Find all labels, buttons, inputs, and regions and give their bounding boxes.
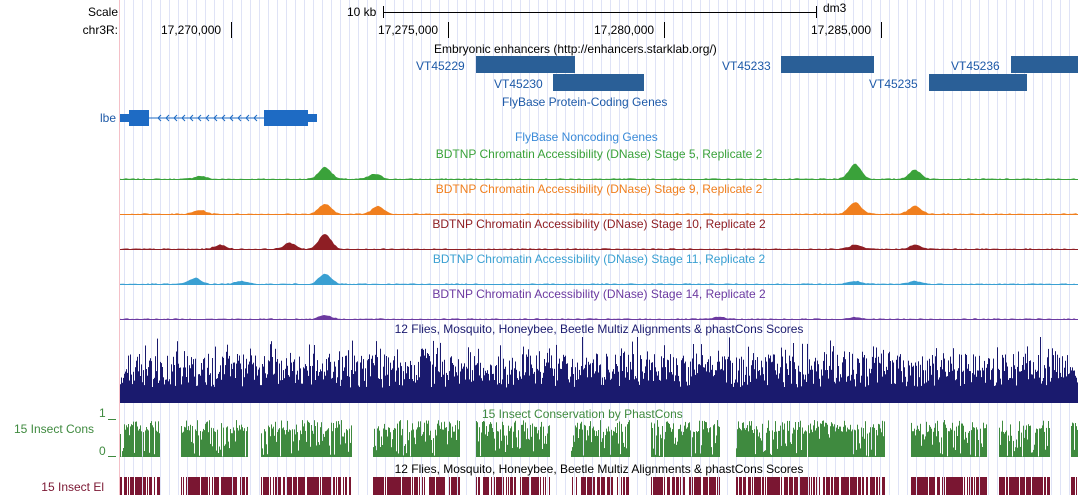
position-tick	[448, 22, 449, 38]
scale-label: Scale	[87, 5, 118, 19]
gene-model[interactable]	[110, 106, 330, 130]
enhancer-feature[interactable]	[1011, 56, 1078, 73]
enhancer-feature-label[interactable]: VT45236	[951, 59, 1000, 73]
dnase-track-plot[interactable]	[120, 195, 1078, 215]
position-tick	[231, 22, 232, 38]
phastcons-axis-tick-max	[108, 419, 116, 420]
enhancer-feature[interactable]	[476, 56, 575, 73]
position-label: 17,275,000	[378, 23, 439, 37]
dnase-track-plot[interactable]	[120, 265, 1078, 285]
phastcons-axis-tick-min	[108, 456, 116, 457]
position-tick	[664, 22, 665, 38]
enhancer-feature-label[interactable]: VT45230	[494, 77, 543, 91]
gene-name-label[interactable]: lbe	[99, 111, 116, 125]
assembly-label: dm3	[823, 1, 847, 15]
dnase-track-title: BDTNP Chromatin Accessibility (DNase) St…	[435, 147, 763, 161]
enhancer-feature[interactable]	[553, 74, 644, 91]
elements-side-label[interactable]: 15 Insect El	[41, 480, 104, 494]
conserved-elements-plot[interactable]	[120, 477, 1078, 495]
phastcons-axis-min: 0	[99, 444, 106, 458]
multiz-track-plot[interactable]	[120, 337, 1078, 404]
dnase-track-title: BDTNP Chromatin Accessibility (DNase) St…	[432, 217, 766, 231]
dnase-track-title: BDTNP Chromatin Accessibility (DNase) St…	[435, 182, 763, 196]
protein-coding-genes-title: FlyBase Protein-Coding Genes	[502, 95, 668, 109]
enhancers-track-title: Embryonic enhancers (http://enhancers.st…	[434, 42, 717, 56]
scale-bar-left-tick	[383, 6, 384, 18]
position-label: 17,270,000	[161, 23, 222, 37]
scale-bar-text: 10 kb	[347, 5, 377, 19]
dnase-track-plot[interactable]	[120, 300, 1078, 320]
enhancer-feature[interactable]	[929, 74, 1027, 91]
multiz-track-title: 12 Flies, Mosquito, Honeybee, Beetle Mul…	[394, 322, 804, 336]
noncoding-genes-title: FlyBase Noncoding Genes	[515, 130, 658, 144]
enhancer-feature-label[interactable]: VT45235	[869, 77, 918, 91]
phastcons-axis-max: 1	[99, 406, 106, 420]
dnase-track-title: BDTNP Chromatin Accessibility (DNase) St…	[432, 287, 766, 301]
position-label: 17,285,000	[811, 23, 872, 37]
elements-track-title: 12 Flies, Mosquito, Honeybee, Beetle Mul…	[394, 462, 804, 476]
scale-bar-right-tick	[816, 6, 817, 18]
enhancer-feature[interactable]	[781, 56, 874, 73]
phastcons-side-label[interactable]: 15 Insect Cons	[13, 422, 94, 436]
phastcons-title: 15 Insect Conservation by PhastCons	[482, 407, 683, 421]
dnase-track-plot[interactable]	[120, 230, 1078, 250]
enhancer-feature-label[interactable]: VT45233	[722, 59, 771, 73]
position-tick	[881, 22, 882, 38]
dnase-track-plot[interactable]	[120, 160, 1078, 180]
dnase-track-title: BDTNP Chromatin Accessibility (DNase) St…	[432, 252, 766, 266]
phastcons-track-plot[interactable]	[120, 420, 1078, 458]
position-label: 17,280,000	[594, 23, 655, 37]
scale-bar	[383, 12, 816, 13]
chrom-label: chr3R:	[82, 23, 118, 37]
enhancer-feature-label[interactable]: VT45229	[416, 59, 465, 73]
